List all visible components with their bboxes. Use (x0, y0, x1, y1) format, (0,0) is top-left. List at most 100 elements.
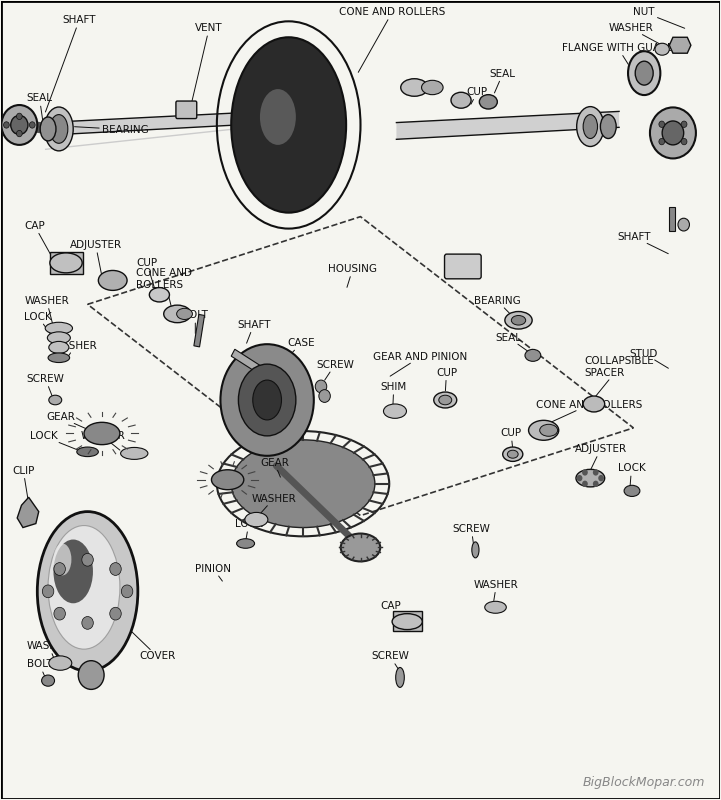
Text: LOCK: LOCK (618, 463, 645, 486)
Circle shape (43, 585, 54, 598)
Circle shape (121, 585, 133, 598)
Ellipse shape (655, 43, 669, 55)
Text: CONE AND ROLLERS: CONE AND ROLLERS (339, 7, 446, 72)
FancyBboxPatch shape (445, 254, 481, 279)
Text: GEAR: GEAR (260, 458, 289, 477)
FancyBboxPatch shape (176, 101, 197, 118)
Ellipse shape (401, 78, 428, 96)
Polygon shape (669, 38, 691, 54)
Text: NUT: NUT (634, 7, 685, 28)
Ellipse shape (505, 311, 532, 329)
Ellipse shape (577, 106, 604, 146)
Text: CUP: CUP (500, 428, 522, 446)
Text: COVER: COVER (129, 629, 175, 662)
Polygon shape (45, 111, 267, 135)
Text: SCREW: SCREW (27, 374, 64, 396)
Circle shape (11, 115, 28, 134)
Text: CONE AND
ROLLERS: CONE AND ROLLERS (136, 268, 193, 308)
Circle shape (319, 390, 330, 402)
Text: CONE AND ROLLERS: CONE AND ROLLERS (536, 399, 643, 424)
Text: SHAFT: SHAFT (45, 15, 96, 112)
Text: SCREW: SCREW (453, 524, 490, 545)
Ellipse shape (479, 94, 497, 109)
Circle shape (659, 121, 665, 127)
Text: BEARING: BEARING (474, 296, 521, 317)
Ellipse shape (508, 450, 518, 458)
Text: WASHER: WASHER (25, 296, 69, 323)
Ellipse shape (49, 395, 62, 405)
Text: CUP: CUP (436, 368, 457, 391)
Circle shape (593, 470, 598, 476)
Text: SEAL: SEAL (490, 69, 516, 93)
Ellipse shape (53, 543, 71, 575)
Circle shape (593, 481, 598, 487)
Ellipse shape (98, 270, 127, 290)
Ellipse shape (260, 89, 296, 145)
Text: SEAL: SEAL (27, 94, 53, 120)
Circle shape (79, 661, 104, 690)
Ellipse shape (77, 447, 98, 457)
Text: CUP: CUP (136, 258, 158, 290)
Text: WASHER: WASHER (81, 431, 125, 450)
Ellipse shape (48, 332, 71, 344)
Circle shape (598, 475, 604, 482)
Text: LOCK: LOCK (30, 431, 78, 450)
Ellipse shape (583, 114, 598, 138)
Circle shape (4, 122, 9, 128)
Text: ADJUSTER: ADJUSTER (575, 444, 627, 471)
Text: BEARING: BEARING (74, 125, 149, 134)
Ellipse shape (511, 315, 526, 325)
Ellipse shape (503, 447, 523, 462)
Ellipse shape (45, 322, 73, 334)
Ellipse shape (253, 380, 281, 420)
Ellipse shape (583, 396, 605, 412)
Ellipse shape (48, 353, 70, 362)
Circle shape (54, 562, 66, 575)
Text: COLLAPSIBLE
SPACER: COLLAPSIBLE SPACER (585, 356, 655, 396)
Ellipse shape (422, 80, 443, 94)
Bar (194, 314, 205, 347)
Ellipse shape (384, 404, 407, 418)
Circle shape (662, 121, 684, 145)
Text: CLIP: CLIP (12, 466, 35, 501)
Ellipse shape (396, 667, 404, 687)
Circle shape (681, 121, 687, 127)
Ellipse shape (236, 538, 255, 548)
Ellipse shape (45, 107, 74, 151)
Circle shape (582, 470, 588, 476)
Circle shape (30, 122, 35, 128)
Ellipse shape (221, 344, 314, 456)
Text: SEAL: SEAL (495, 333, 529, 352)
Ellipse shape (624, 486, 640, 497)
Text: BOLT: BOLT (27, 659, 53, 677)
Ellipse shape (42, 675, 55, 686)
Ellipse shape (451, 92, 471, 108)
Text: STUD: STUD (630, 349, 668, 368)
Ellipse shape (49, 342, 69, 354)
Text: SHAFT: SHAFT (237, 320, 270, 343)
Ellipse shape (601, 114, 616, 138)
Ellipse shape (37, 512, 138, 671)
Circle shape (650, 107, 696, 158)
Ellipse shape (49, 656, 72, 670)
Ellipse shape (628, 51, 660, 95)
Ellipse shape (177, 308, 193, 319)
Ellipse shape (434, 392, 456, 408)
Text: CASE: CASE (283, 338, 315, 362)
Text: HOUSING: HOUSING (328, 264, 377, 287)
Ellipse shape (528, 420, 559, 440)
Text: GEAR: GEAR (46, 412, 91, 430)
Circle shape (582, 481, 588, 487)
Circle shape (54, 607, 66, 620)
Circle shape (110, 562, 121, 575)
Text: SHAFT: SHAFT (618, 232, 668, 254)
Ellipse shape (439, 395, 452, 405)
Circle shape (17, 130, 22, 137)
Text: CAP: CAP (25, 221, 54, 261)
Ellipse shape (120, 447, 148, 459)
Text: CAP: CAP (381, 602, 403, 622)
Bar (50, 252, 82, 274)
Ellipse shape (231, 440, 375, 527)
Circle shape (659, 138, 665, 145)
Text: SHIM: SHIM (381, 382, 407, 405)
